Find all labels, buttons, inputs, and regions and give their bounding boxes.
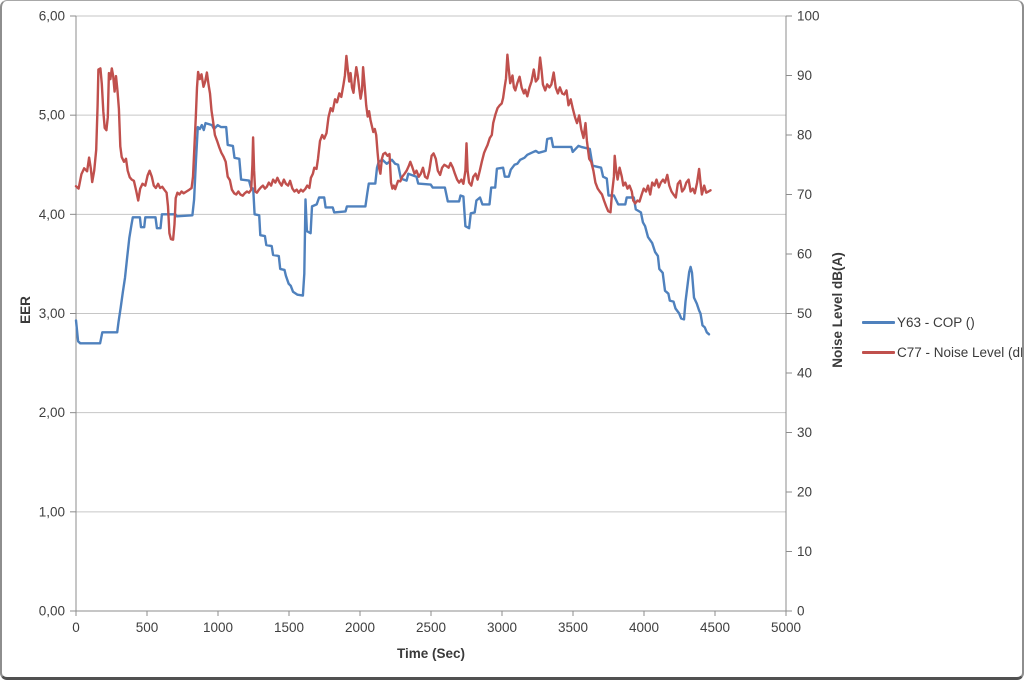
right-axis-tick-label: 100 bbox=[797, 9, 820, 24]
x-axis-tick-label: 3000 bbox=[487, 620, 517, 635]
x-axis-tick-label: 2500 bbox=[416, 620, 446, 635]
right-axis-tick-label: 50 bbox=[797, 306, 812, 321]
legend-line-swatch bbox=[862, 350, 895, 354]
right-axis-tick-label: 10 bbox=[797, 544, 812, 559]
legend: Y63 - COP () C77 - Noise Level (dB) bbox=[862, 307, 1024, 367]
left-axis-tick-label: 1,00 bbox=[39, 504, 65, 519]
right-axis-tick-label: 20 bbox=[797, 485, 812, 500]
noise-series-line bbox=[74, 53, 712, 241]
left-axis-tick-label: 0,00 bbox=[39, 604, 65, 619]
x-axis-title: Time (Sec) bbox=[396, 646, 466, 661]
x-axis-tick-label: 2000 bbox=[345, 620, 375, 635]
right-axis-title: Noise Level dB(A) bbox=[830, 252, 845, 368]
x-axis-tick-label: 4500 bbox=[700, 620, 730, 635]
right-axis-tick-label: 70 bbox=[797, 187, 812, 202]
left-axis-tick-label: 4,00 bbox=[39, 207, 65, 222]
right-axis-tick-label: 80 bbox=[797, 128, 812, 143]
legend-item: C77 - Noise Level (dB) bbox=[862, 337, 1024, 367]
x-axis-tick-label: 1500 bbox=[274, 620, 304, 635]
legend-label: C77 - Noise Level (dB) bbox=[897, 344, 1024, 360]
left-axis-tick-label: 2,00 bbox=[39, 405, 65, 420]
x-axis-tick-label: 3500 bbox=[558, 620, 588, 635]
cop-series-line bbox=[74, 121, 711, 345]
left-axis-tick-label: 3,00 bbox=[39, 306, 65, 321]
left-axis-tick-label: 6,00 bbox=[39, 9, 65, 24]
x-axis-tick-label: 500 bbox=[136, 620, 159, 635]
x-axis-tick-label: 1000 bbox=[203, 620, 233, 635]
x-axis-tick-label: 5000 bbox=[771, 620, 801, 635]
right-axis-tick-label: 90 bbox=[797, 68, 812, 83]
right-axis-tick-label: 60 bbox=[797, 247, 812, 262]
x-axis-tick-label: 0 bbox=[72, 620, 80, 635]
left-axis-tick-label: 5,00 bbox=[39, 108, 65, 123]
left-axis-title: EER bbox=[18, 296, 33, 324]
right-axis-tick-label: 40 bbox=[797, 366, 812, 381]
legend-label: Y63 - COP () bbox=[897, 314, 975, 330]
legend-line-swatch bbox=[862, 320, 895, 324]
right-axis-tick-label: 30 bbox=[797, 425, 812, 440]
legend-item: Y63 - COP () bbox=[862, 307, 1024, 337]
x-axis-tick-label: 4000 bbox=[629, 620, 659, 635]
right-axis-tick-label: 0 bbox=[797, 604, 805, 619]
